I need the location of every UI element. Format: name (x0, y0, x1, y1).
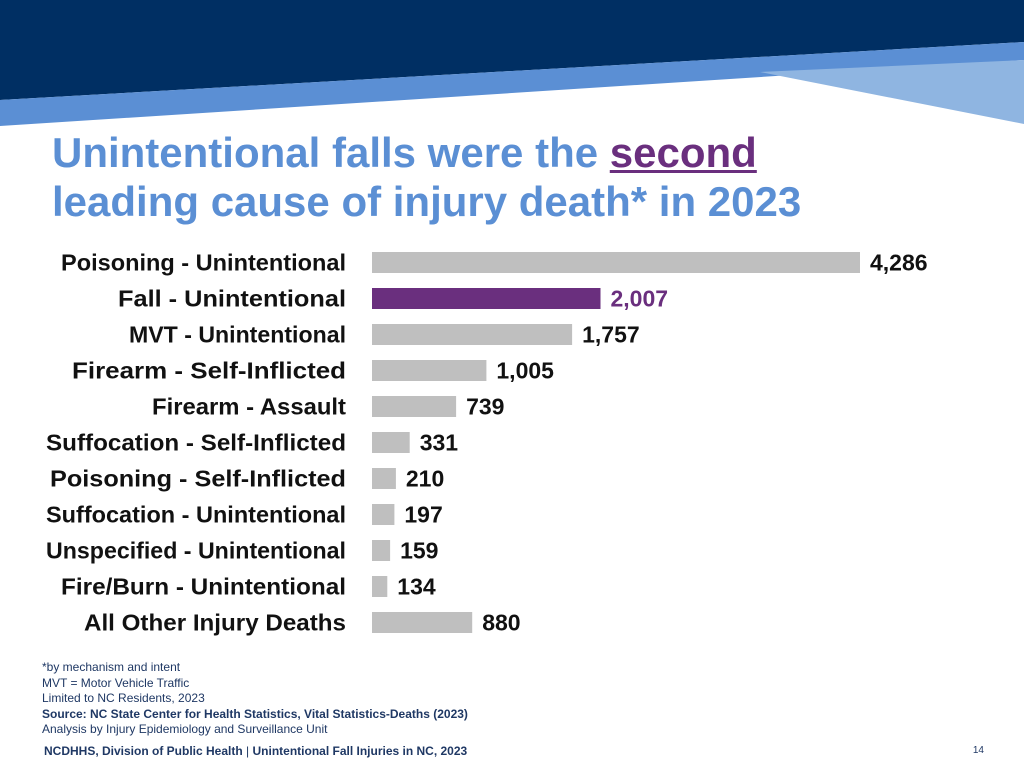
bar (372, 360, 487, 381)
bar (372, 252, 860, 273)
footer-topic: Unintentional Fall Injuries in NC, 2023 (252, 744, 468, 758)
category-label: Suffocation - Self-Inflicted (46, 430, 346, 456)
value-label: 134 (397, 574, 436, 600)
category-label: Fire/Burn - Unintentional (61, 574, 346, 600)
value-label: 1,757 (582, 322, 640, 348)
bar (372, 468, 396, 489)
bar (372, 576, 388, 597)
value-label: 739 (466, 394, 504, 420)
footnote-analysis: Analysis by Injury Epidemiology and Surv… (42, 722, 328, 736)
footnotes: *by mechanism and intent MVT = Motor Veh… (42, 660, 742, 738)
footer-org: NCDHHS, Division of Public Health (44, 744, 243, 758)
bar (372, 612, 473, 633)
footer-separator: | (246, 744, 250, 758)
bar (372, 396, 457, 417)
slide-title: Unintentional falls were the second leadi… (52, 128, 992, 226)
slide-footer: NCDHHS, Division of Public Health | Unin… (44, 744, 467, 758)
category-label: Fall - Unintentional (118, 286, 346, 312)
category-label: Unspecified - Unintentional (46, 538, 346, 564)
category-label: MVT - Unintentional (129, 322, 346, 348)
bar (372, 288, 601, 309)
value-label: 880 (482, 610, 520, 636)
footnote-mvt: MVT = Motor Vehicle Traffic (42, 675, 190, 690)
title-line2: leading cause of injury death* in 2023 (52, 178, 802, 225)
page-number: 14 (972, 745, 984, 756)
header-banner (0, 0, 1024, 126)
category-label: Firearm - Self-Inflicted (72, 358, 346, 384)
value-label: 2,007 (611, 286, 669, 312)
footnote-mechanism: *by mechanism and intent (42, 660, 181, 674)
category-label: Firearm - Assault (152, 394, 346, 420)
banner-navy-shape (0, 0, 1024, 100)
bar (372, 432, 410, 453)
title-highlight: second (609, 129, 757, 176)
value-label: 210 (406, 466, 444, 492)
bar (372, 504, 395, 525)
footnote-source: Source: NC State Center for Health Stati… (42, 706, 468, 721)
banner-light-stripe (760, 60, 1024, 124)
value-label: 331 (420, 430, 459, 456)
category-label: Poisoning - Self-Inflicted (50, 466, 346, 492)
footnote-residents: Limited to NC Residents, 2023 (42, 691, 205, 705)
category-label: Poisoning - Unintentional (61, 250, 346, 276)
bar (372, 540, 391, 561)
banner-blue-stripe (0, 42, 1024, 126)
bar (372, 324, 573, 345)
value-label: 197 (404, 502, 442, 528)
category-label: All Other Injury Deaths (84, 610, 346, 636)
value-label: 159 (400, 538, 438, 564)
value-label: 1,005 (496, 358, 554, 384)
category-label: Suffocation - Unintentional (46, 502, 346, 528)
value-label: 4,286 (870, 250, 928, 276)
title-line1: Unintentional falls were the (52, 129, 610, 176)
injury-death-bar-chart: Poisoning - Unintentional 4,286 Fall - Uni… (46, 250, 928, 636)
